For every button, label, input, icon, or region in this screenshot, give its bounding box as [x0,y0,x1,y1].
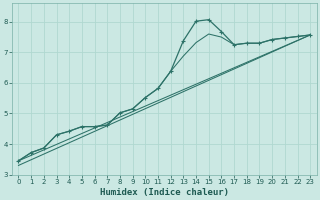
X-axis label: Humidex (Indice chaleur): Humidex (Indice chaleur) [100,188,229,197]
